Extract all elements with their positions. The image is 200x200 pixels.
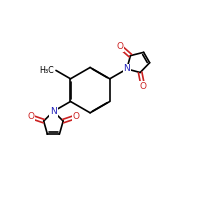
Text: O: O <box>27 112 34 121</box>
Text: N: N <box>50 107 57 116</box>
Text: N: N <box>123 64 130 73</box>
Text: H₃C: H₃C <box>39 66 54 75</box>
Text: O: O <box>139 82 146 91</box>
Text: O: O <box>73 112 80 121</box>
Text: O: O <box>117 42 124 51</box>
